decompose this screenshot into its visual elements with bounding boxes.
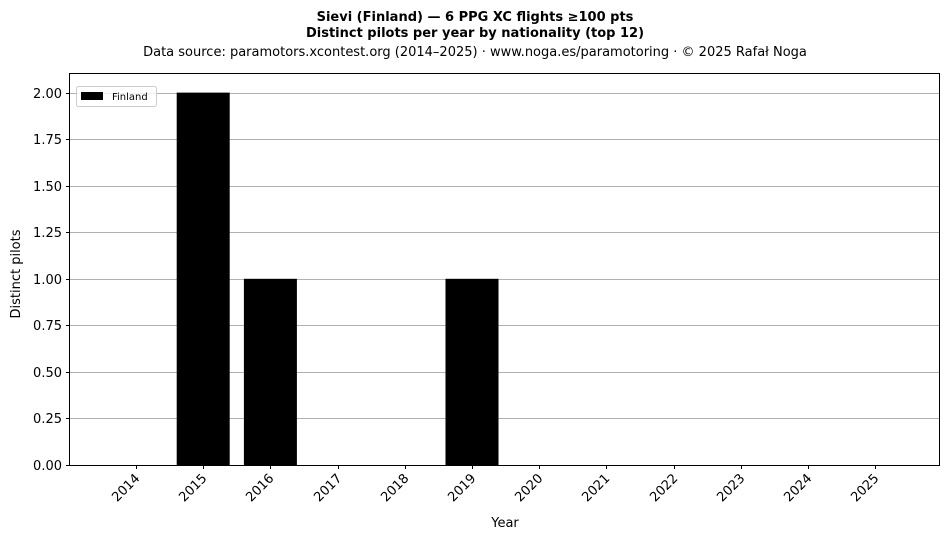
x-tick-label-2017: 2017: [311, 471, 345, 505]
y-tick-label-4: 1.00: [33, 273, 62, 288]
x-tick-label-2018: 2018: [378, 471, 412, 505]
chart-subtitle: Data source: paramotors.xcontest.org (20…: [143, 45, 807, 60]
legend: Finland: [76, 86, 157, 107]
plot-frame: [69, 73, 940, 466]
x-tick-label-2020: 2020: [512, 471, 546, 505]
y-tick-label-2: 0.50: [33, 366, 62, 381]
y-tick-label-1: 0.25: [33, 412, 62, 427]
chart-title-line2: Distinct pilots per year by nationality …: [306, 26, 644, 41]
y-tick-label-7: 1.75: [33, 133, 62, 148]
x-tick-label-2021: 2021: [579, 471, 613, 505]
x-axis-label: Year: [490, 516, 519, 531]
bars: [176, 92, 499, 465]
y-axis-label: Distinct pilots: [9, 229, 24, 318]
bar-2015: [176, 92, 230, 465]
x-tick-label-2025: 2025: [848, 471, 882, 505]
y-tick-label-5: 1.25: [33, 226, 62, 241]
bar-2019: [445, 278, 499, 465]
x-tick-label-2014: 2014: [109, 471, 143, 505]
legend-label-finland: Finland: [112, 92, 148, 103]
y-tick-label-0: 0.00: [33, 459, 62, 474]
y-tick-label-3: 0.75: [33, 319, 62, 334]
legend-swatch-finland: [81, 92, 103, 100]
x-axis: 2014 2015 2016 2017 2018 2019 2020 2021 2022 2023…: [109, 465, 882, 505]
y-axis: 0.00 0.25 0.50 0.75 1.00 1.25 1.50 1.75 2.00: [33, 87, 70, 474]
x-tick-label-2024: 2024: [781, 471, 815, 505]
chart-title-line1: Sievi (Finland) — 6 PPG XC flights ≥100 …: [317, 10, 634, 25]
legend-box: [76, 86, 157, 107]
bar-2016: [243, 278, 297, 465]
x-tick-label-2016: 2016: [243, 471, 277, 505]
y-tick-label-6: 1.50: [33, 180, 62, 195]
x-tick-label-2015: 2015: [176, 471, 210, 505]
x-tick-label-2019: 2019: [445, 471, 479, 505]
y-tick-label-8: 2.00: [33, 87, 62, 102]
x-tick-label-2023: 2023: [714, 471, 748, 505]
x-tick-label-2022: 2022: [647, 471, 681, 505]
